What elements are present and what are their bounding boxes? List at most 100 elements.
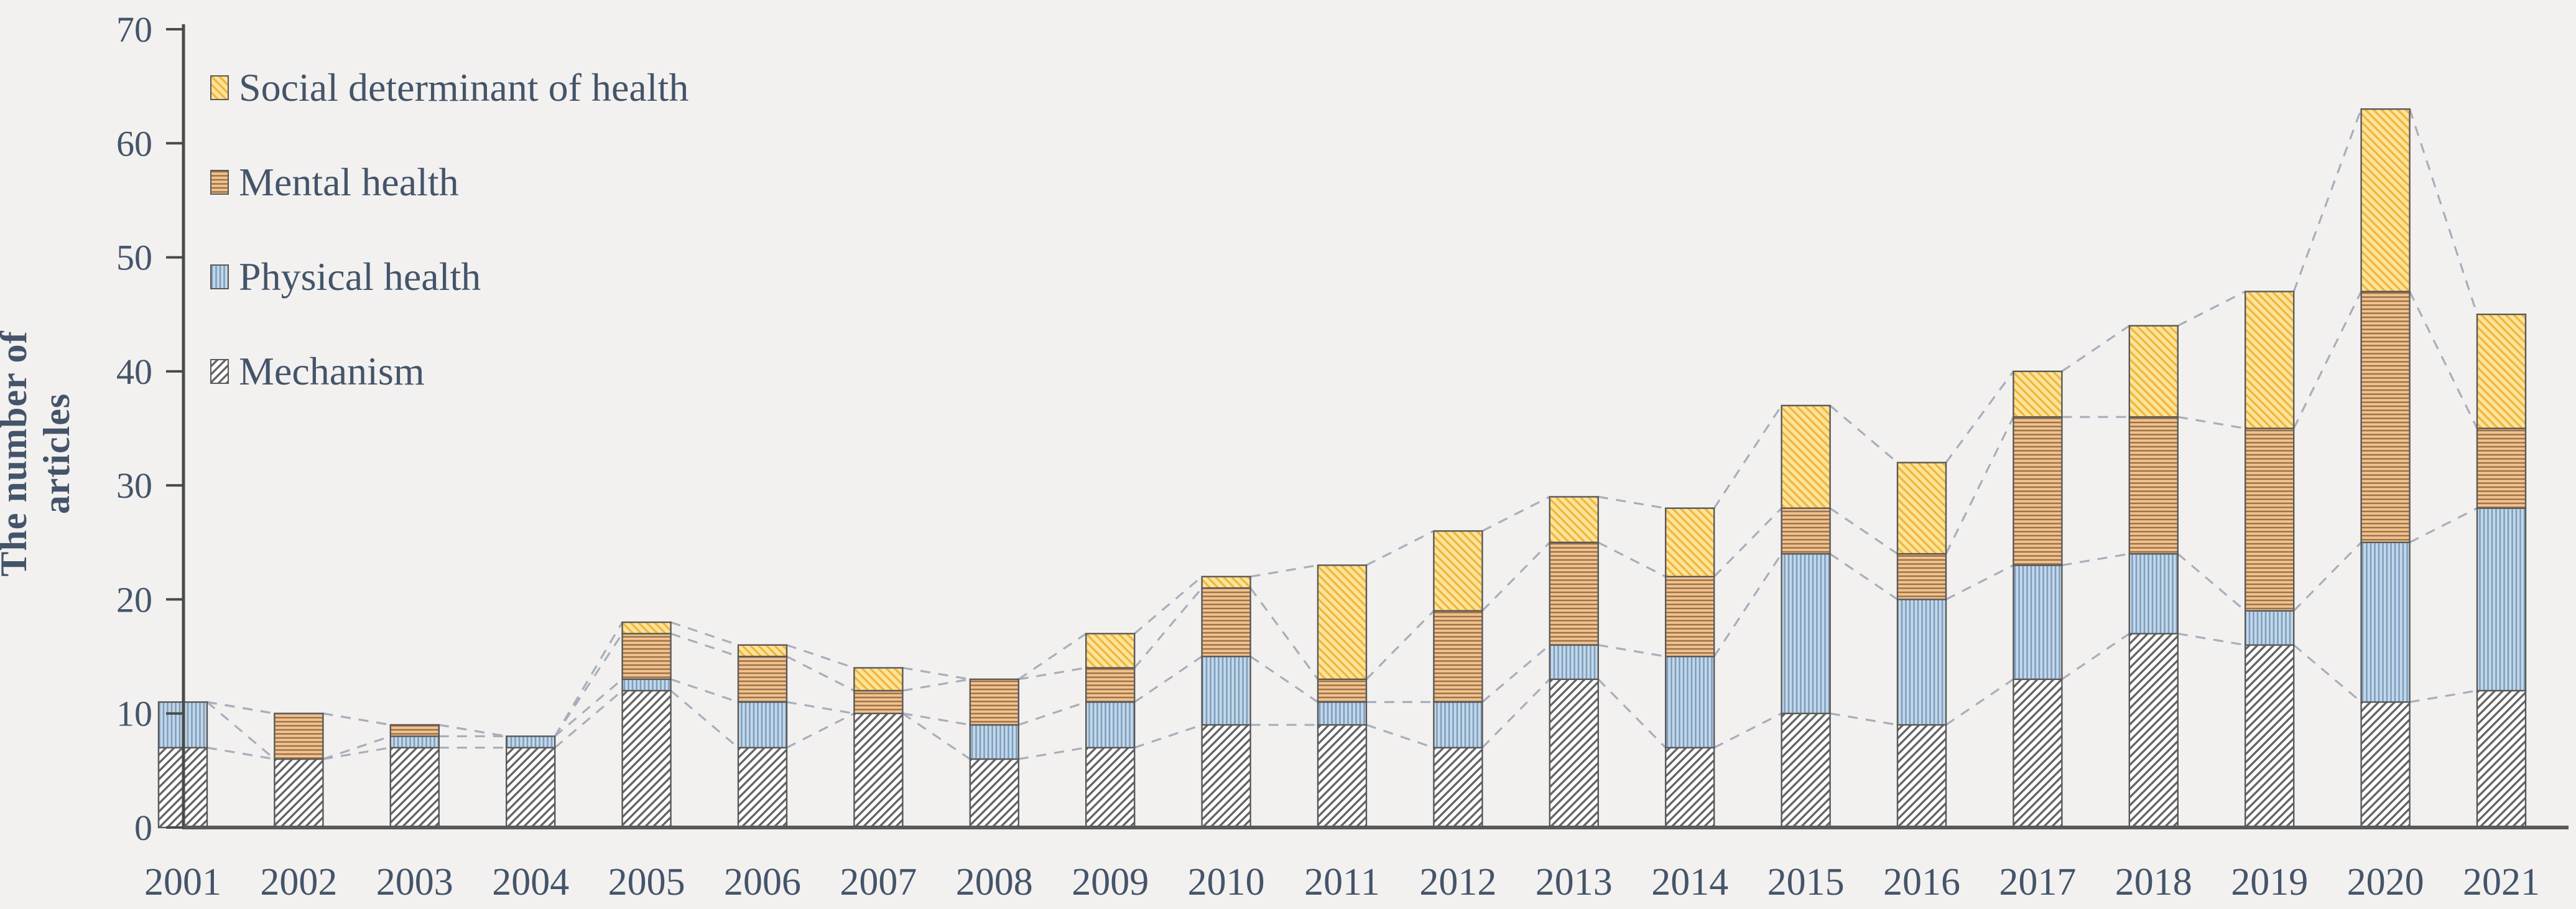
bar-segment-2021-mental bbox=[2476, 427, 2527, 510]
y-tick-label: 10 bbox=[116, 694, 152, 734]
bar-segment-2015-mechanism bbox=[1781, 712, 1831, 829]
connector-line bbox=[1249, 587, 1319, 680]
connector-line bbox=[206, 747, 275, 760]
y-tick-label: 20 bbox=[116, 579, 152, 620]
bar-segment-2010-physical bbox=[1201, 655, 1251, 726]
bar-segment-2004-physical bbox=[506, 735, 556, 748]
connector-line bbox=[2293, 541, 2362, 612]
bar-segment-2007-mechanism bbox=[853, 712, 904, 829]
connector-line bbox=[2292, 291, 2363, 429]
x-tick-label-2006: 2006 bbox=[724, 861, 801, 903]
connector-line bbox=[670, 689, 739, 748]
bar-segment-2009-mental bbox=[1085, 667, 1136, 703]
connector-line bbox=[2177, 291, 2246, 327]
bar-segment-2003-physical bbox=[389, 735, 440, 748]
connector-line bbox=[1366, 530, 1435, 566]
x-tick-label-2016: 2016 bbox=[1883, 861, 1960, 903]
connector-line bbox=[322, 735, 391, 760]
connector-line bbox=[1481, 541, 1550, 612]
legend-item-mechanism: Mechanism bbox=[210, 343, 688, 399]
bar-segment-2016-mechanism bbox=[1896, 724, 1947, 829]
x-tick-label-2017: 2017 bbox=[1999, 861, 2076, 903]
x-tick-label-2015: 2015 bbox=[1768, 861, 1845, 903]
connector-line bbox=[2409, 507, 2478, 544]
connector-line bbox=[2177, 552, 2246, 612]
x-tick-label-2001: 2001 bbox=[144, 861, 221, 903]
connector-line bbox=[1481, 496, 1550, 532]
connector-line bbox=[902, 712, 971, 760]
bar-segment-2014-mechanism bbox=[1664, 747, 1715, 829]
bar-segment-2009-physical bbox=[1085, 701, 1136, 748]
bar-segment-2002-mental bbox=[274, 712, 324, 760]
connector-line bbox=[1945, 678, 2014, 726]
x-axis-labels: 2001 2002 2003 2004 2005 2006 2007 2008 2009 2010… bbox=[144, 861, 2540, 903]
bar-segment-2008-physical bbox=[969, 724, 1020, 760]
bar-segment-2017-physical bbox=[2013, 564, 2063, 680]
y-axis-ticks: 0 10 20 30 40 50 60 70 bbox=[116, 9, 183, 848]
legend-item-physical: Physical health bbox=[210, 249, 688, 305]
bar-segment-2006-physical bbox=[737, 701, 788, 748]
bar-segment-2005-mechanism bbox=[621, 689, 672, 829]
bar-segment-2012-physical bbox=[1433, 701, 1483, 748]
legend-label-mental: Mental health bbox=[239, 160, 459, 204]
connector-line bbox=[2062, 552, 2130, 567]
y-tick-label: 0 bbox=[134, 808, 152, 848]
connector-line bbox=[2177, 632, 2246, 646]
bar-segment-2006-social bbox=[737, 644, 788, 658]
bar-segment-2009-social bbox=[1085, 633, 1136, 669]
connector-line bbox=[786, 644, 855, 669]
bar-segment-2013-mental bbox=[1549, 541, 1600, 646]
bar-segment-2006-mechanism bbox=[737, 747, 788, 829]
connector-line bbox=[1945, 564, 2014, 600]
legend-swatch-social-icon bbox=[210, 75, 229, 100]
bar-segment-2016-physical bbox=[1896, 599, 1947, 726]
bar-segment-2017-social bbox=[2013, 370, 2063, 418]
connector-line bbox=[323, 712, 391, 726]
connector-line bbox=[902, 712, 971, 726]
connector-line bbox=[1598, 495, 1666, 510]
bar-segment-2008-mental bbox=[969, 678, 1020, 726]
connector-line bbox=[2409, 689, 2478, 703]
bar-segment-2007-social bbox=[853, 667, 904, 692]
bar-segment-2020-mental bbox=[2360, 291, 2411, 543]
bar-segment-2009-mechanism bbox=[1085, 747, 1136, 829]
bar-segment-2019-physical bbox=[2244, 610, 2295, 646]
x-tick-label-2008: 2008 bbox=[956, 861, 1033, 903]
x-tick-label-2012: 2012 bbox=[1419, 861, 1496, 903]
connector-line bbox=[2409, 108, 2478, 315]
y-axis-title: The number of articles bbox=[0, 330, 77, 577]
x-tick-label-2005: 2005 bbox=[608, 861, 685, 903]
bar-segment-2011-social bbox=[1317, 564, 1368, 680]
connector-line bbox=[1829, 404, 1899, 464]
bar-segment-2021-social bbox=[2476, 314, 2527, 429]
bar-segment-2006-mental bbox=[737, 655, 788, 703]
connector-line bbox=[786, 701, 855, 715]
bar-segment-2003-mental bbox=[389, 724, 440, 737]
x-tick-label-2010: 2010 bbox=[1188, 861, 1265, 903]
connector-line bbox=[1713, 507, 1782, 577]
bar-segment-2017-mechanism bbox=[2013, 678, 2063, 829]
connector-line bbox=[2293, 644, 2362, 703]
legend-swatch-physical-icon bbox=[210, 264, 229, 289]
bar-segment-2003-mechanism bbox=[389, 747, 440, 829]
connector-line bbox=[1017, 633, 1087, 681]
connector-line bbox=[1134, 655, 1203, 703]
bar-segment-2018-physical bbox=[2128, 552, 2179, 635]
connector-line bbox=[1713, 553, 1782, 657]
y-tick-label: 30 bbox=[116, 465, 152, 506]
legend-label-mechanism: Mechanism bbox=[239, 349, 425, 393]
bar-segment-2011-physical bbox=[1317, 701, 1368, 726]
connector-line bbox=[1365, 610, 1435, 680]
bar-segment-2012-mechanism bbox=[1433, 747, 1483, 829]
bar-segment-2005-physical bbox=[621, 678, 672, 692]
connector-line bbox=[2061, 633, 2130, 681]
connector-line bbox=[1829, 507, 1898, 555]
legend-label-physical: Physical health bbox=[239, 254, 481, 299]
connector-line bbox=[1366, 724, 1434, 749]
connector-line bbox=[902, 678, 971, 692]
bar-segment-2004-mechanism bbox=[506, 747, 556, 829]
connector-line bbox=[786, 712, 855, 749]
connector-line bbox=[438, 724, 507, 737]
bar-segment-2018-social bbox=[2128, 325, 2179, 418]
bar-segment-2017-mental bbox=[2013, 416, 2063, 566]
